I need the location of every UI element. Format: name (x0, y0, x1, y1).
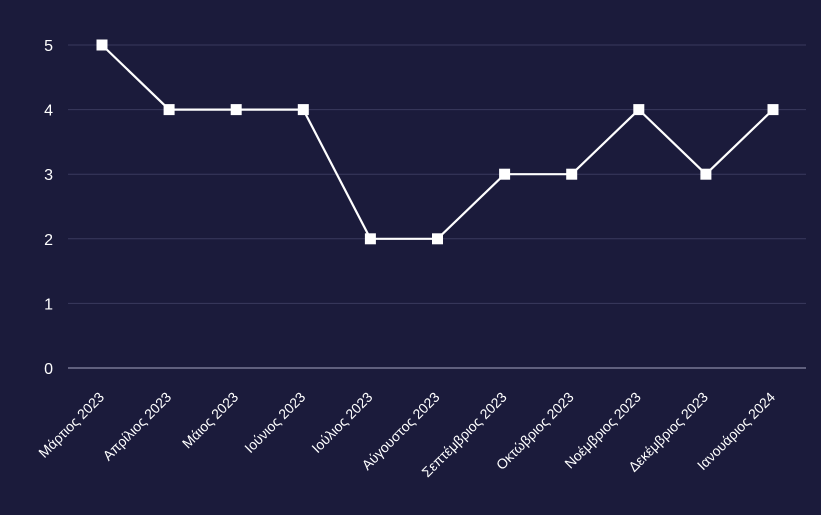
x-tick-label: Ιούλιος 2023 (308, 389, 375, 456)
series-line-0 (101, 44, 774, 240)
data-point-marker (96, 39, 108, 51)
data-point-marker (163, 104, 175, 116)
data-point-marker (700, 168, 712, 180)
x-tick-label: Μάρτιος 2023 (35, 389, 107, 461)
x-tick-label: Απρίλιος 2023 (99, 389, 174, 464)
y-tick-label: 3 (44, 167, 53, 184)
data-point-marker (297, 104, 309, 116)
data-point-marker (566, 168, 578, 180)
y-tick-label: 4 (44, 103, 53, 120)
data-point-marker (767, 104, 779, 116)
data-point-marker (499, 168, 511, 180)
x-tick-label: Ιούνιος 2023 (241, 389, 308, 456)
x-tick-label: Μάιος 2023 (179, 389, 242, 452)
data-point-marker (364, 233, 376, 245)
y-tick-label: 0 (44, 361, 53, 378)
y-tick-label: 5 (44, 38, 53, 55)
y-tick-label: 1 (44, 296, 53, 313)
data-point-marker (230, 104, 242, 116)
y-tick-label: 2 (44, 232, 53, 249)
data-point-marker (633, 104, 645, 116)
data-point-marker (432, 233, 443, 245)
